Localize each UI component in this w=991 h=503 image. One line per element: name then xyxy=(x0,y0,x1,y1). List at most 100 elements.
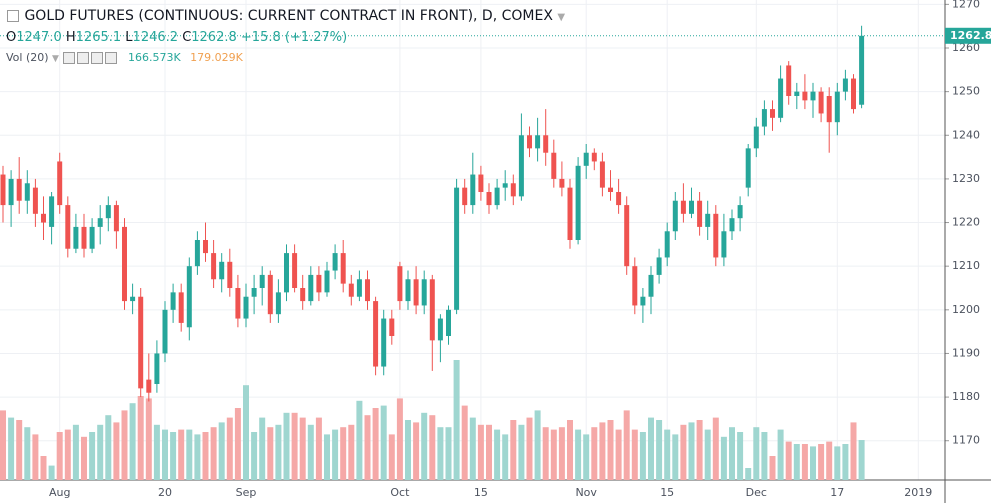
y-tick-label: 1190 xyxy=(952,346,980,359)
volume-bar xyxy=(170,432,177,480)
y-tick-label: 1240 xyxy=(952,128,980,141)
candle-body xyxy=(186,266,192,328)
candle-body xyxy=(308,274,314,302)
volume-bar xyxy=(380,405,387,480)
candle-body xyxy=(0,174,6,206)
volume-bar xyxy=(761,432,768,480)
candle-body xyxy=(851,78,856,110)
y-tick-label: 1230 xyxy=(952,172,980,185)
volume-bar xyxy=(704,429,711,480)
x-tick-label: 15 xyxy=(660,486,674,499)
candle-body xyxy=(567,187,573,240)
volume-bar xyxy=(24,427,31,480)
volume-bar xyxy=(680,424,687,480)
candle-body xyxy=(664,231,670,258)
dropdown[interactable]: ▼ xyxy=(52,54,59,64)
volume-bar xyxy=(145,398,152,480)
volume-bar xyxy=(89,432,96,480)
settings-icon[interactable] xyxy=(63,52,76,64)
candle-body xyxy=(729,218,735,232)
candle-body xyxy=(57,161,63,206)
candle-body xyxy=(316,274,322,293)
volume-bar xyxy=(712,417,719,480)
volume-bar xyxy=(745,468,752,480)
source-icon[interactable] xyxy=(77,52,90,64)
volume-bar xyxy=(453,360,460,480)
candle-body xyxy=(535,135,541,149)
ohlc-value: 1246.2 xyxy=(132,30,179,45)
candle-body xyxy=(113,205,119,232)
candle-body xyxy=(640,296,646,306)
volume-value: 166.573K xyxy=(127,51,181,64)
x-tick-label: Aug xyxy=(49,486,70,499)
candle-body xyxy=(454,187,460,310)
candle-body xyxy=(575,165,581,240)
candle-body xyxy=(745,148,751,188)
volume-bar xyxy=(0,410,6,480)
title-row: GOLD FUTURES (CONTINUOUS: CURRENT CONTRA… xyxy=(6,8,565,24)
volume-bar xyxy=(834,446,841,480)
candle-body xyxy=(446,309,451,336)
candle-body xyxy=(397,266,403,302)
volume-bar xyxy=(16,420,23,480)
y-tick-label: 1250 xyxy=(952,85,980,98)
collapse-toggle[interactable] xyxy=(7,10,19,22)
candle-body xyxy=(122,226,127,302)
volume-bar xyxy=(720,436,727,480)
volume-bar xyxy=(445,427,452,480)
candle-body xyxy=(697,200,703,227)
volume-bar xyxy=(40,456,47,480)
ohlc-row: O1247.0 H1265.1 L1246.2 C1262.8 +15.8 (+… xyxy=(6,30,347,45)
volume-bar xyxy=(631,429,638,480)
x-tick-label: Oct xyxy=(390,486,410,499)
x-tick-label: 15 xyxy=(474,486,488,499)
candle-body xyxy=(527,135,532,149)
volume-bar xyxy=(218,422,225,480)
candle-body xyxy=(130,296,136,302)
volume-bar xyxy=(696,420,703,480)
candle-body xyxy=(616,192,622,206)
volume-bar xyxy=(648,417,654,480)
candle-body xyxy=(211,253,217,280)
dropdown[interactable]: ▼ xyxy=(557,12,566,23)
candle-body xyxy=(65,205,71,249)
candle-body xyxy=(389,318,395,336)
candle-body xyxy=(802,91,808,101)
y-tick-label: 1270 xyxy=(952,0,980,10)
x-tick-label: 2019 xyxy=(904,486,932,499)
candle-body xyxy=(818,91,824,114)
volume-bar xyxy=(283,412,290,480)
candle-body xyxy=(170,292,176,310)
remove-icon[interactable] xyxy=(105,52,118,64)
volume-bar xyxy=(81,436,87,480)
candle-body xyxy=(689,200,694,214)
volume-bar xyxy=(129,403,136,480)
volume-bar xyxy=(737,432,744,480)
volume-bar xyxy=(121,410,128,480)
candle-body xyxy=(486,192,492,206)
hide-icon[interactable] xyxy=(91,52,104,64)
change: +15.8 (+1.27%) xyxy=(240,30,348,45)
ohlc-key: C xyxy=(182,30,192,45)
volume-bar xyxy=(526,417,533,480)
volume-bar xyxy=(194,434,201,480)
x-tick-label: Sep xyxy=(236,486,257,499)
volume-bar xyxy=(64,429,71,480)
candle-body xyxy=(41,213,46,223)
volume-bar xyxy=(243,385,249,480)
volume-bar xyxy=(656,420,663,480)
last-price-tag xyxy=(945,27,991,44)
volume-bar xyxy=(510,420,517,480)
volume-bar xyxy=(591,427,598,480)
candle-body xyxy=(648,274,654,297)
ohlc-key: O xyxy=(6,30,17,45)
volume-bar xyxy=(818,444,825,480)
candle-body xyxy=(502,183,508,188)
candle-body xyxy=(81,226,87,249)
volume-bar xyxy=(202,432,209,480)
volume-bar xyxy=(534,410,541,480)
candle-body xyxy=(373,301,379,367)
x-tick-label: 17 xyxy=(830,486,844,499)
candle-body xyxy=(259,274,265,288)
volume-name: Vol (20) xyxy=(6,51,49,64)
